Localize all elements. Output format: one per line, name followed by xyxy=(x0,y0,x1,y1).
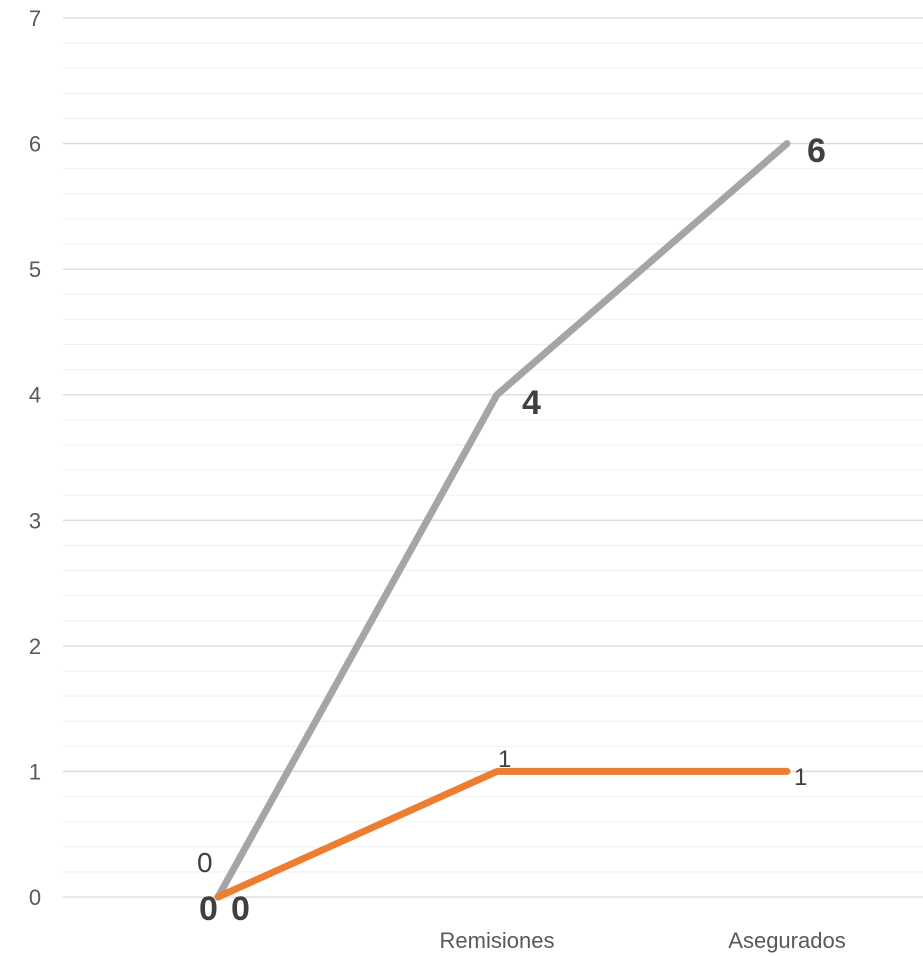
y-tick-label: 6 xyxy=(29,132,41,157)
y-tick-label: 3 xyxy=(29,508,41,533)
y-tick-label: 1 xyxy=(29,759,41,784)
series-line xyxy=(214,140,791,901)
minor-gridlines xyxy=(63,42,923,873)
y-axis-tick-labels: 0 1 2 3 4 5 6 7 xyxy=(29,6,41,910)
data-label: 0 xyxy=(231,890,250,928)
y-tick-label: 4 xyxy=(29,383,41,408)
y-tick-label: 7 xyxy=(29,6,41,31)
x-tick-label: Asegurados xyxy=(728,928,845,953)
data-label: 6 xyxy=(807,132,826,170)
x-tick-label: Remisiones xyxy=(440,928,555,953)
data-label: 1 xyxy=(794,764,807,791)
y-tick-label: 2 xyxy=(29,634,41,659)
data-labels: 0 4 6 0 1 1 0 xyxy=(197,132,826,928)
data-label: 1 xyxy=(498,746,511,773)
x-axis-tick-labels: Remisiones Asegurados xyxy=(440,928,846,953)
data-label: 0 xyxy=(197,847,213,878)
data-label: 4 xyxy=(522,384,541,422)
series-lines xyxy=(214,140,791,901)
data-label: 0 xyxy=(199,890,218,928)
y-tick-label: 0 xyxy=(29,885,41,910)
y-tick-label: 5 xyxy=(29,257,41,282)
series-line xyxy=(214,767,791,901)
